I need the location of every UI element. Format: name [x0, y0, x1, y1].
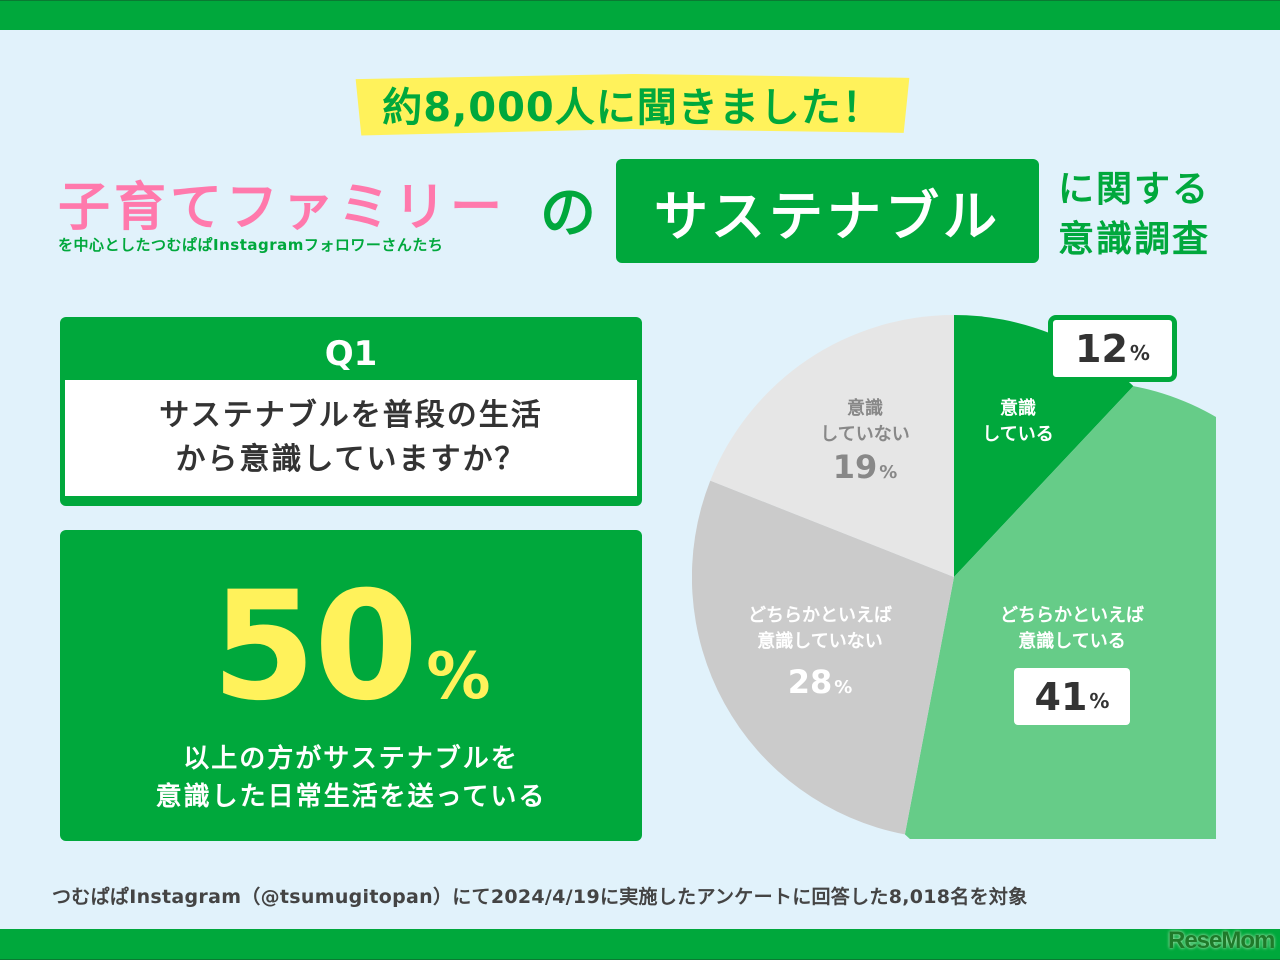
bottom-bar — [0, 929, 1280, 960]
label-somewhat-unaware-line2: 意識していない — [757, 631, 883, 652]
value-somewhat-unaware-wrap: 28% — [730, 666, 910, 701]
answer-line2: 意識した日常生活を送っている — [155, 782, 547, 812]
title-main: 子育てファミリー — [58, 178, 507, 238]
value-aware: 12 — [1075, 326, 1128, 371]
slice-unaware — [710, 315, 954, 577]
label-aware: 意識 している — [968, 396, 1068, 448]
pie-chart — [692, 315, 1216, 839]
unit-unaware: % — [879, 462, 898, 483]
footnote: つむぱぱInstagram（@tsumugitopan）にて2024/4/19に… — [52, 886, 1028, 908]
pie-svg — [692, 315, 1216, 839]
title-highlight: サステナブル — [654, 184, 1001, 248]
question-line1: サステナブルを普段の生活 — [159, 398, 543, 433]
title-highlight-box: サステナブル — [616, 159, 1039, 263]
top-bar — [0, 0, 1280, 30]
title-particle: の — [540, 181, 596, 246]
title-subtitle: を中心としたつむぱぱInstagramフォロワーさんたち — [58, 236, 444, 254]
label-aware-line1: 意識 — [1000, 398, 1036, 419]
value-somewhat-unaware: 28 — [787, 663, 833, 701]
value-unaware: 19 — [832, 448, 878, 486]
title-suffix-line1: に関する — [1058, 169, 1211, 210]
label-somewhat-unaware-line1: どちらかといえば — [748, 605, 892, 626]
headline-banner: 約8,000人に聞きました！ — [355, 74, 910, 136]
unit-aware: % — [1129, 340, 1150, 365]
question-label: Q1 — [324, 334, 378, 374]
answer-line1: 以上の方がサステナブルを — [183, 744, 519, 774]
unit-somewhat-aware: % — [1089, 688, 1110, 713]
slice-somewhat-aware — [904, 386, 1216, 839]
label-unaware: 意識 していない 19% — [800, 396, 930, 486]
badge-somewhat-aware-value: 41% — [1014, 668, 1130, 725]
badge-aware-value: 12% — [1048, 315, 1177, 382]
answer-unit: % — [426, 640, 491, 714]
label-somewhat-unaware: どちらかといえば 意識していない 28% — [730, 603, 910, 701]
label-somewhat-aware-line2: 意識している — [1018, 631, 1126, 652]
answer-description: 以上の方がサステナブルを 意識した日常生活を送っている — [60, 740, 642, 816]
headline-text: 約8,000人に聞きました！ — [382, 85, 883, 131]
label-somewhat-aware-line1: どちらかといえば — [1000, 605, 1144, 626]
title-suffix: に関する 意識調査 — [1058, 165, 1210, 265]
answer-box: 50% 以上の方がサステナブルを 意識した日常生活を送っている — [60, 530, 642, 841]
value-unaware-wrap: 19% — [800, 451, 930, 486]
label-somewhat-aware: どちらかといえば 意識している — [982, 603, 1162, 655]
label-unaware-line1: 意識 — [847, 398, 883, 419]
question-body: サステナブルを普段の生活 から意識していますか？ — [65, 380, 637, 496]
slice-somewhat-unaware — [692, 480, 954, 835]
label-unaware-line2: していない — [820, 424, 910, 445]
question-line2: から意識していますか？ — [175, 442, 527, 477]
resemom-logo: ReseMom — [1168, 927, 1275, 954]
unit-somewhat-unaware: % — [834, 677, 853, 698]
value-somewhat-aware: 41 — [1034, 674, 1088, 719]
answer-value: 50 — [211, 560, 419, 734]
label-aware-line2: している — [982, 424, 1054, 445]
answer-figure: 50% — [60, 572, 642, 722]
title-suffix-line2: 意識調査 — [1058, 219, 1211, 260]
question-box: Q1 サステナブルを普段の生活 から意識していますか？ — [60, 317, 642, 506]
